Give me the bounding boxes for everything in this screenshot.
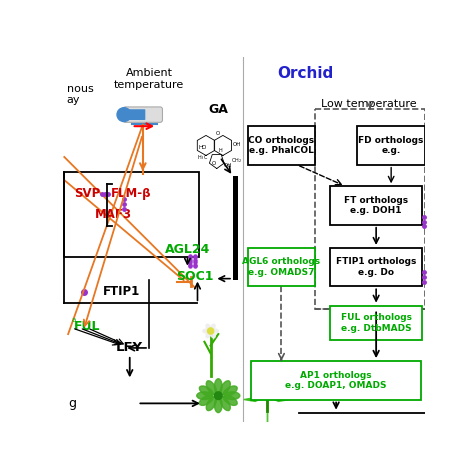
Ellipse shape (214, 379, 222, 394)
Bar (330, 248, 422, 286)
Text: H: H (219, 147, 222, 153)
Text: O: O (216, 131, 220, 136)
Text: FUL: FUL (74, 320, 101, 333)
Circle shape (208, 328, 214, 334)
Ellipse shape (206, 332, 210, 338)
Ellipse shape (220, 397, 230, 410)
Ellipse shape (200, 395, 213, 405)
Text: H$_3$C: H$_3$C (197, 153, 208, 162)
FancyBboxPatch shape (123, 107, 163, 122)
Text: FTIP1: FTIP1 (103, 285, 140, 298)
Bar (247, 248, 315, 286)
Bar (330, 306, 422, 340)
Text: nous
ay: nous ay (66, 84, 93, 105)
Ellipse shape (206, 381, 217, 395)
Ellipse shape (225, 392, 240, 400)
Text: FUL orthologs
e.g. DtbMADS: FUL orthologs e.g. DtbMADS (341, 313, 411, 333)
Text: Orchid: Orchid (278, 66, 334, 81)
Ellipse shape (206, 324, 210, 330)
Text: FLM-β: FLM-β (110, 187, 151, 201)
Ellipse shape (220, 381, 230, 395)
Bar (330, 186, 422, 225)
Text: O: O (212, 161, 216, 166)
Bar (247, 126, 315, 164)
Circle shape (117, 108, 131, 121)
Ellipse shape (214, 397, 222, 413)
Text: a: a (72, 317, 76, 323)
Text: LFY: LFY (116, 341, 143, 355)
Text: OH: OH (233, 142, 241, 147)
Ellipse shape (212, 329, 219, 333)
Ellipse shape (223, 386, 237, 396)
Bar (315, 109, 425, 310)
Circle shape (214, 392, 222, 400)
Bar (64, 173, 199, 257)
Polygon shape (244, 396, 267, 401)
Text: OH: OH (224, 163, 232, 168)
Text: HO: HO (198, 145, 207, 150)
Text: FTIP1 orthologs
e.g. Do: FTIP1 orthologs e.g. Do (336, 257, 416, 277)
Text: GA: GA (209, 103, 228, 116)
Text: AGL6 orthologs
e.g. OMADS7: AGL6 orthologs e.g. OMADS7 (242, 257, 320, 277)
Bar (251, 361, 421, 400)
Bar (357, 126, 425, 164)
Polygon shape (255, 378, 267, 396)
Text: FT orthologs
e.g. DOH1: FT orthologs e.g. DOH1 (344, 196, 408, 215)
Text: FD orthologs
e.g.: FD orthologs e.g. (358, 136, 424, 155)
Ellipse shape (203, 329, 209, 333)
Text: AP1 orthologs
e.g. DOAP1, OMADS: AP1 orthologs e.g. DOAP1, OMADS (285, 371, 387, 390)
Text: SOC1: SOC1 (176, 270, 214, 283)
Ellipse shape (197, 392, 212, 400)
Text: Ambient
temperature: Ambient temperature (114, 68, 184, 90)
Ellipse shape (210, 324, 215, 330)
FancyBboxPatch shape (125, 109, 146, 120)
Text: SVP: SVP (74, 187, 100, 201)
Ellipse shape (223, 395, 237, 405)
Polygon shape (267, 378, 278, 396)
Text: CH$_2$: CH$_2$ (231, 156, 242, 165)
Bar (233, 176, 238, 280)
Ellipse shape (206, 397, 217, 410)
Text: CO orthologs
e.g. PhalCOL: CO orthologs e.g. PhalCOL (248, 136, 314, 155)
Text: Low temperature: Low temperature (320, 99, 416, 109)
Text: AGL24: AGL24 (165, 243, 210, 256)
Text: MAF3: MAF3 (95, 208, 132, 221)
Ellipse shape (200, 386, 213, 396)
Ellipse shape (210, 332, 215, 338)
Text: g: g (68, 397, 76, 410)
Polygon shape (267, 396, 290, 401)
